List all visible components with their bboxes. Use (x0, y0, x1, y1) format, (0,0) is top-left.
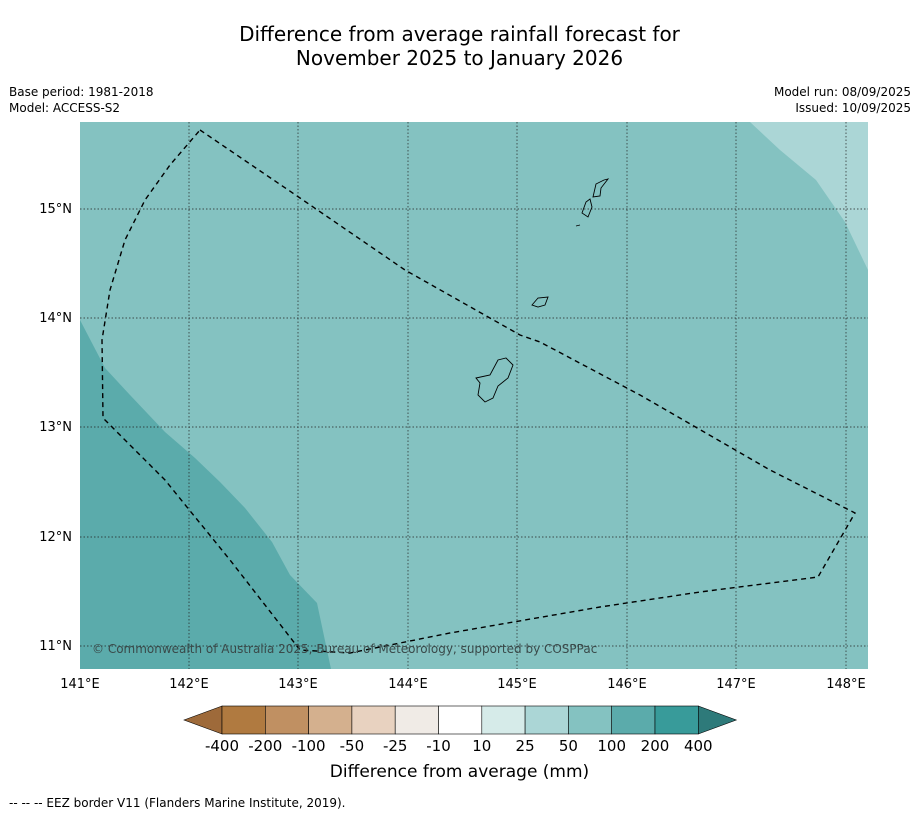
lon-tick-141: 141°E (60, 677, 100, 692)
lat-tick-12: 12°N (39, 530, 72, 545)
colorbar-label: -25 (383, 737, 408, 755)
model-run-text: Model run: 08/09/2025 (773, 85, 911, 99)
colorbar: -400 -200 -100 -50 -25 -10 10 25 50 100 200 400 (183, 705, 738, 755)
title-line-2: November 2025 to January 2026 (295, 46, 624, 70)
colorbar-bin (568, 705, 613, 735)
metadata-right: Model run: 08/09/2025 Issued: 10/09/2025 (774, 84, 911, 116)
guam-island (475, 357, 514, 403)
colorbar-label: 10 (472, 737, 491, 755)
colorbar-label: -200 (248, 737, 282, 755)
colorbar-under-arrow (183, 705, 223, 735)
longitude-ticks: 141°E 142°E 143°E 144°E 145°E 146°E 147°… (60, 677, 866, 692)
eez-border (101, 129, 856, 654)
lon-tick-144: 144°E (388, 677, 428, 692)
colorbar-label: -100 (292, 737, 326, 755)
colorbar-bin (654, 705, 699, 735)
colorbar-over-arrow (697, 705, 738, 735)
colorbar-label: -10 (426, 737, 451, 755)
colorbar-label: 200 (641, 737, 670, 755)
colorbar-label: 400 (684, 737, 713, 755)
map-title: Difference from average rainfall forecas… (0, 22, 919, 70)
colorbar-bin (524, 705, 569, 735)
latitude-ticks: 15°N 14°N 13°N 12°N 11°N (39, 202, 72, 654)
lon-tick-148: 148°E (826, 677, 866, 692)
colorbar-title: Difference from average (mm) (329, 762, 590, 782)
colorbar-bin (438, 705, 483, 735)
lon-tick-143: 143°E (278, 677, 318, 692)
map-fill-drier-ne (750, 122, 868, 270)
metadata-left: Base period: 1981-2018 Model: ACCESS-S2 (9, 84, 154, 116)
colorbar-bin (308, 705, 353, 735)
colorbar-bin (481, 705, 526, 735)
tinian-island (581, 198, 593, 218)
lon-tick-146: 146°E (607, 677, 647, 692)
lat-tick-14: 14°N (39, 311, 72, 326)
graticule (80, 122, 868, 669)
colorbar-bin (394, 705, 439, 735)
lon-tick-147: 147°E (716, 677, 756, 692)
rota-island (531, 296, 549, 308)
colorbar-bin (611, 705, 656, 735)
colorbar-label: -50 (340, 737, 365, 755)
colorbar-label: 100 (597, 737, 626, 755)
model-text: Model: ACCESS-S2 (9, 101, 121, 115)
title-line-1: Difference from average rainfall forecas… (239, 22, 680, 46)
colorbar-label: 25 (516, 737, 535, 755)
issued-text: Issued: 10/09/2025 (795, 101, 911, 115)
aguijan-island (575, 224, 581, 227)
footnote-eez: -- -- -- EEZ border V11 (Flanders Marine… (9, 796, 346, 810)
saipan-island (592, 178, 610, 198)
lon-tick-145: 145°E (497, 677, 537, 692)
map-fill-wetter-sw (80, 320, 331, 669)
lon-tick-142: 142°E (169, 677, 209, 692)
copyright-text: © Commonwealth of Australia 2025, Bureau… (92, 642, 597, 656)
colorbar-bin (264, 705, 309, 735)
colorbar-bin (221, 705, 266, 735)
lat-tick-11: 11°N (39, 639, 72, 654)
colorbar-label: -400 (205, 737, 239, 755)
lat-tick-15: 15°N (39, 202, 72, 217)
base-period-text: Base period: 1981-2018 (9, 85, 154, 99)
islands (475, 178, 610, 403)
colorbar-label: 50 (559, 737, 578, 755)
lat-tick-13: 13°N (39, 420, 72, 435)
colorbar-bin (351, 705, 396, 735)
